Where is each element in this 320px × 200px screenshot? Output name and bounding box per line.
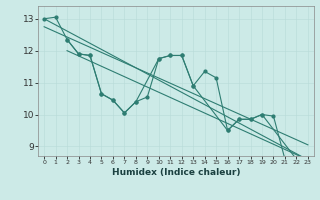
X-axis label: Humidex (Indice chaleur): Humidex (Indice chaleur) bbox=[112, 168, 240, 177]
